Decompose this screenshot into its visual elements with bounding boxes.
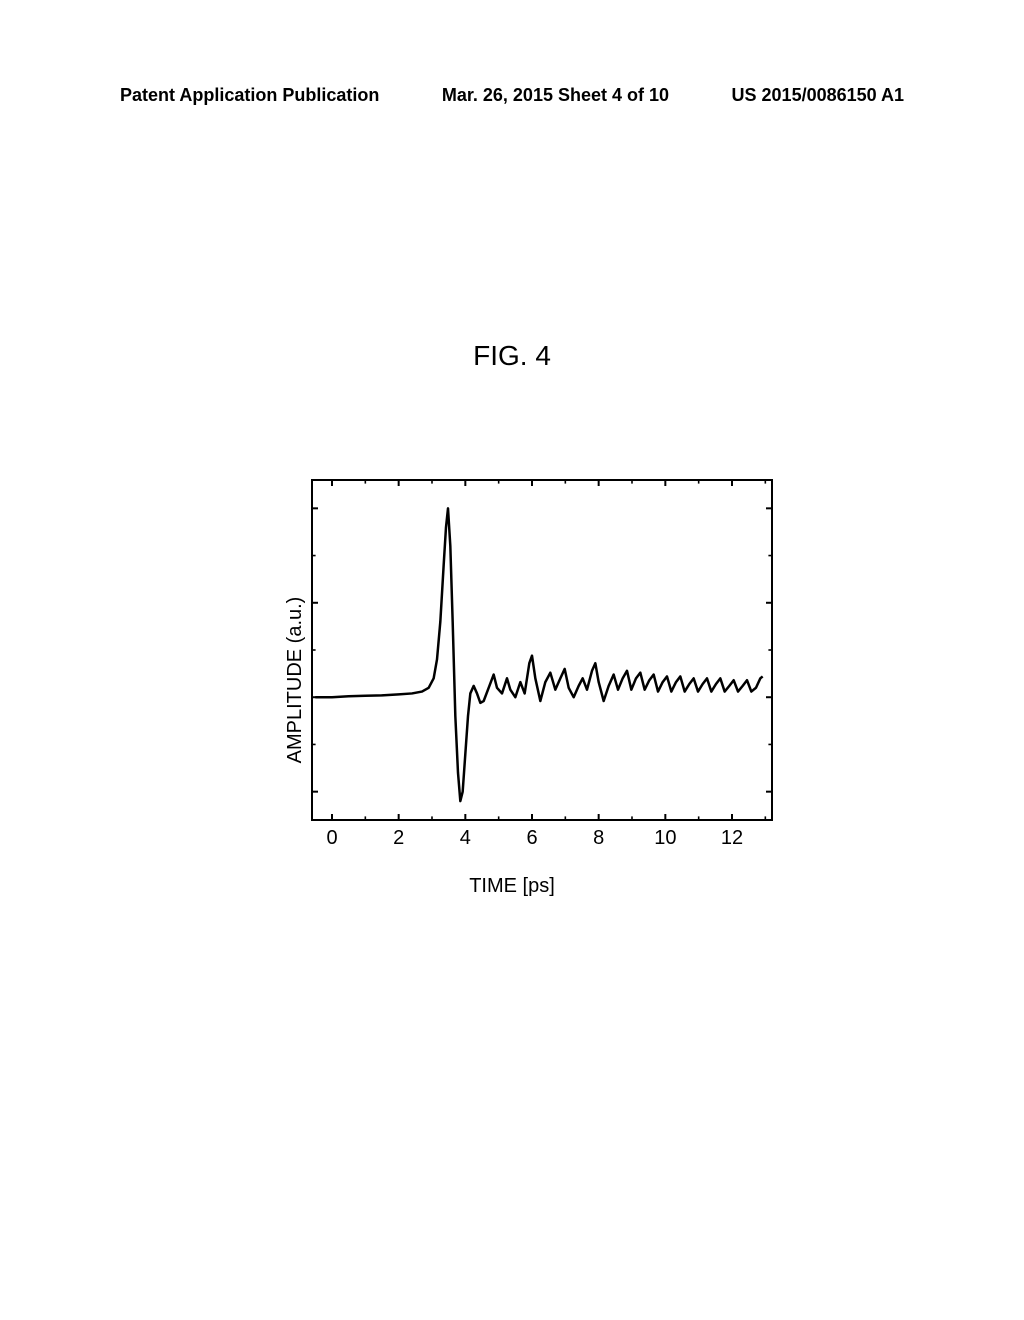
header-center: Mar. 26, 2015 Sheet 4 of 10 (442, 85, 669, 106)
header-right: US 2015/0086150 A1 (732, 85, 904, 106)
y-axis-label: AMPLITUDE (a.u.) (284, 597, 307, 764)
svg-text:4: 4 (460, 827, 471, 849)
svg-text:2: 2 (393, 827, 404, 849)
svg-text:12: 12 (721, 827, 743, 849)
svg-text:0: 0 (326, 827, 337, 849)
figure-title: FIG. 4 (0, 340, 1024, 372)
page-header: Patent Application Publication Mar. 26, … (0, 85, 1024, 106)
header-left: Patent Application Publication (120, 85, 379, 106)
svg-text:8: 8 (593, 827, 604, 849)
x-axis-label: TIME [ps] (232, 875, 792, 898)
svg-text:6: 6 (526, 827, 537, 849)
terahertz-waveform-chart: AMPLITUDE (a.u.) 024681012 TIME [ps] (232, 470, 792, 890)
chart-svg: 0 2 4 6 8 10 12 (232, 470, 792, 870)
svg-text:10: 10 (654, 827, 676, 849)
